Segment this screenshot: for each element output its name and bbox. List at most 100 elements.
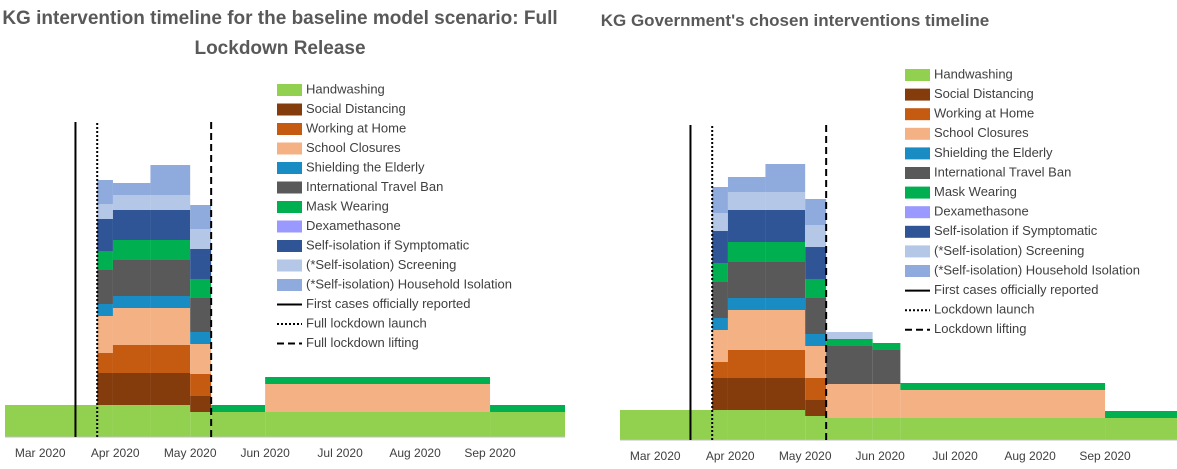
legend-swatch bbox=[905, 167, 930, 179]
step-segment bbox=[765, 192, 806, 210]
step-segment bbox=[727, 242, 766, 262]
step-segment bbox=[1105, 418, 1177, 440]
legend-label: First cases officially reported bbox=[306, 296, 471, 311]
x-tick-label: Sep 2020 bbox=[1079, 449, 1131, 463]
legend-label: International Travel Ban bbox=[306, 179, 443, 194]
legend-label: Dexamethasone bbox=[934, 204, 1029, 219]
step-segment bbox=[872, 343, 901, 350]
step-segment bbox=[712, 318, 728, 330]
step-segment bbox=[490, 405, 565, 412]
legend-label: International Travel Ban bbox=[934, 164, 1071, 179]
step-segment bbox=[900, 418, 1106, 440]
step-segment bbox=[190, 344, 212, 374]
x-tick-label: Jul 2020 bbox=[932, 449, 978, 463]
step-segment bbox=[727, 378, 766, 410]
step-segment bbox=[765, 410, 806, 440]
step-segment bbox=[765, 164, 806, 192]
step-segment bbox=[805, 378, 827, 400]
legend-label: Dexamethasone bbox=[306, 218, 401, 233]
step-segment bbox=[765, 310, 806, 350]
step-segment bbox=[765, 262, 806, 298]
legend-swatch bbox=[277, 279, 302, 291]
step-segment bbox=[490, 412, 565, 437]
step-segment bbox=[727, 210, 766, 242]
legend-label: (*Self-isolation) Screening bbox=[934, 243, 1084, 258]
step-segment bbox=[150, 195, 191, 210]
step-segment bbox=[97, 204, 113, 219]
step-segment bbox=[211, 405, 266, 412]
step-segment bbox=[727, 262, 766, 298]
step-segment bbox=[97, 405, 113, 437]
legend-label: Working at Home bbox=[934, 106, 1034, 121]
step-segment bbox=[112, 183, 151, 195]
step-segment bbox=[712, 378, 728, 410]
legend-label: Social Distancing bbox=[934, 86, 1034, 101]
step-segment bbox=[765, 242, 806, 262]
step-segment bbox=[805, 334, 827, 346]
legend-swatch bbox=[905, 108, 930, 121]
legend-swatch bbox=[905, 225, 930, 238]
step-segment bbox=[1105, 411, 1177, 418]
legend-label: School Closures bbox=[306, 140, 401, 155]
step-segment bbox=[805, 346, 827, 378]
legend-swatch bbox=[277, 123, 302, 135]
legend-label: Full lockdown launch bbox=[306, 315, 427, 330]
step-segment bbox=[112, 405, 151, 437]
legend-swatch bbox=[905, 245, 930, 258]
step-segment bbox=[97, 270, 113, 304]
legend-label: Mask Wearing bbox=[934, 184, 1017, 199]
step-segment bbox=[712, 330, 728, 362]
step-segment bbox=[150, 308, 191, 345]
step-segment bbox=[712, 282, 728, 318]
step-segment bbox=[805, 400, 827, 416]
legend-label: (*Self-isolation) Screening bbox=[306, 257, 456, 272]
chart-title: KG Government's chosen interventions tim… bbox=[600, 11, 990, 30]
step-segment bbox=[900, 390, 1106, 418]
step-segment bbox=[150, 373, 191, 405]
legend-swatch bbox=[905, 69, 930, 81]
step-segment bbox=[190, 229, 212, 249]
step-segment bbox=[712, 213, 728, 231]
step-segment bbox=[112, 240, 151, 260]
legend-swatch bbox=[277, 84, 302, 96]
step-segment bbox=[97, 180, 113, 204]
step-segment bbox=[190, 205, 212, 229]
step-segment bbox=[805, 298, 827, 334]
x-tick-label: Jun 2020 bbox=[855, 449, 905, 463]
step-segment bbox=[826, 339, 873, 346]
step-segment bbox=[112, 345, 151, 373]
step-segment bbox=[712, 263, 728, 282]
legend-swatch bbox=[905, 186, 930, 199]
x-tick-label: Jun 2020 bbox=[240, 446, 290, 460]
step-segment bbox=[765, 298, 806, 310]
legend-label: Social Distancing bbox=[306, 101, 406, 116]
step-segment bbox=[826, 332, 873, 339]
step-segment bbox=[712, 362, 728, 378]
legend-swatch bbox=[905, 88, 930, 101]
step-segment bbox=[211, 412, 266, 437]
legend-label: Self-isolation if Symptomatic bbox=[306, 237, 470, 252]
step-segment bbox=[97, 316, 113, 353]
legend-label: Handwashing bbox=[306, 81, 385, 96]
step-segment bbox=[5, 405, 98, 437]
step-segment bbox=[190, 298, 212, 332]
step-segment bbox=[805, 247, 827, 279]
legend-swatch bbox=[905, 265, 930, 277]
step-segment bbox=[727, 298, 766, 310]
step-segment bbox=[900, 383, 1106, 390]
legend-swatch bbox=[905, 206, 930, 219]
step-segment bbox=[872, 350, 901, 384]
step-segment bbox=[712, 410, 728, 440]
step-segment bbox=[805, 279, 827, 298]
x-tick-label: Apr 2020 bbox=[91, 446, 140, 460]
step-segment bbox=[112, 260, 151, 296]
step-segment bbox=[620, 410, 713, 440]
legend-swatch bbox=[277, 103, 302, 116]
step-segment bbox=[112, 296, 151, 308]
step-segment bbox=[150, 260, 191, 296]
step-segment bbox=[826, 346, 873, 384]
step-segment bbox=[190, 279, 212, 298]
step-segment bbox=[190, 249, 212, 279]
step-segment bbox=[765, 350, 806, 378]
